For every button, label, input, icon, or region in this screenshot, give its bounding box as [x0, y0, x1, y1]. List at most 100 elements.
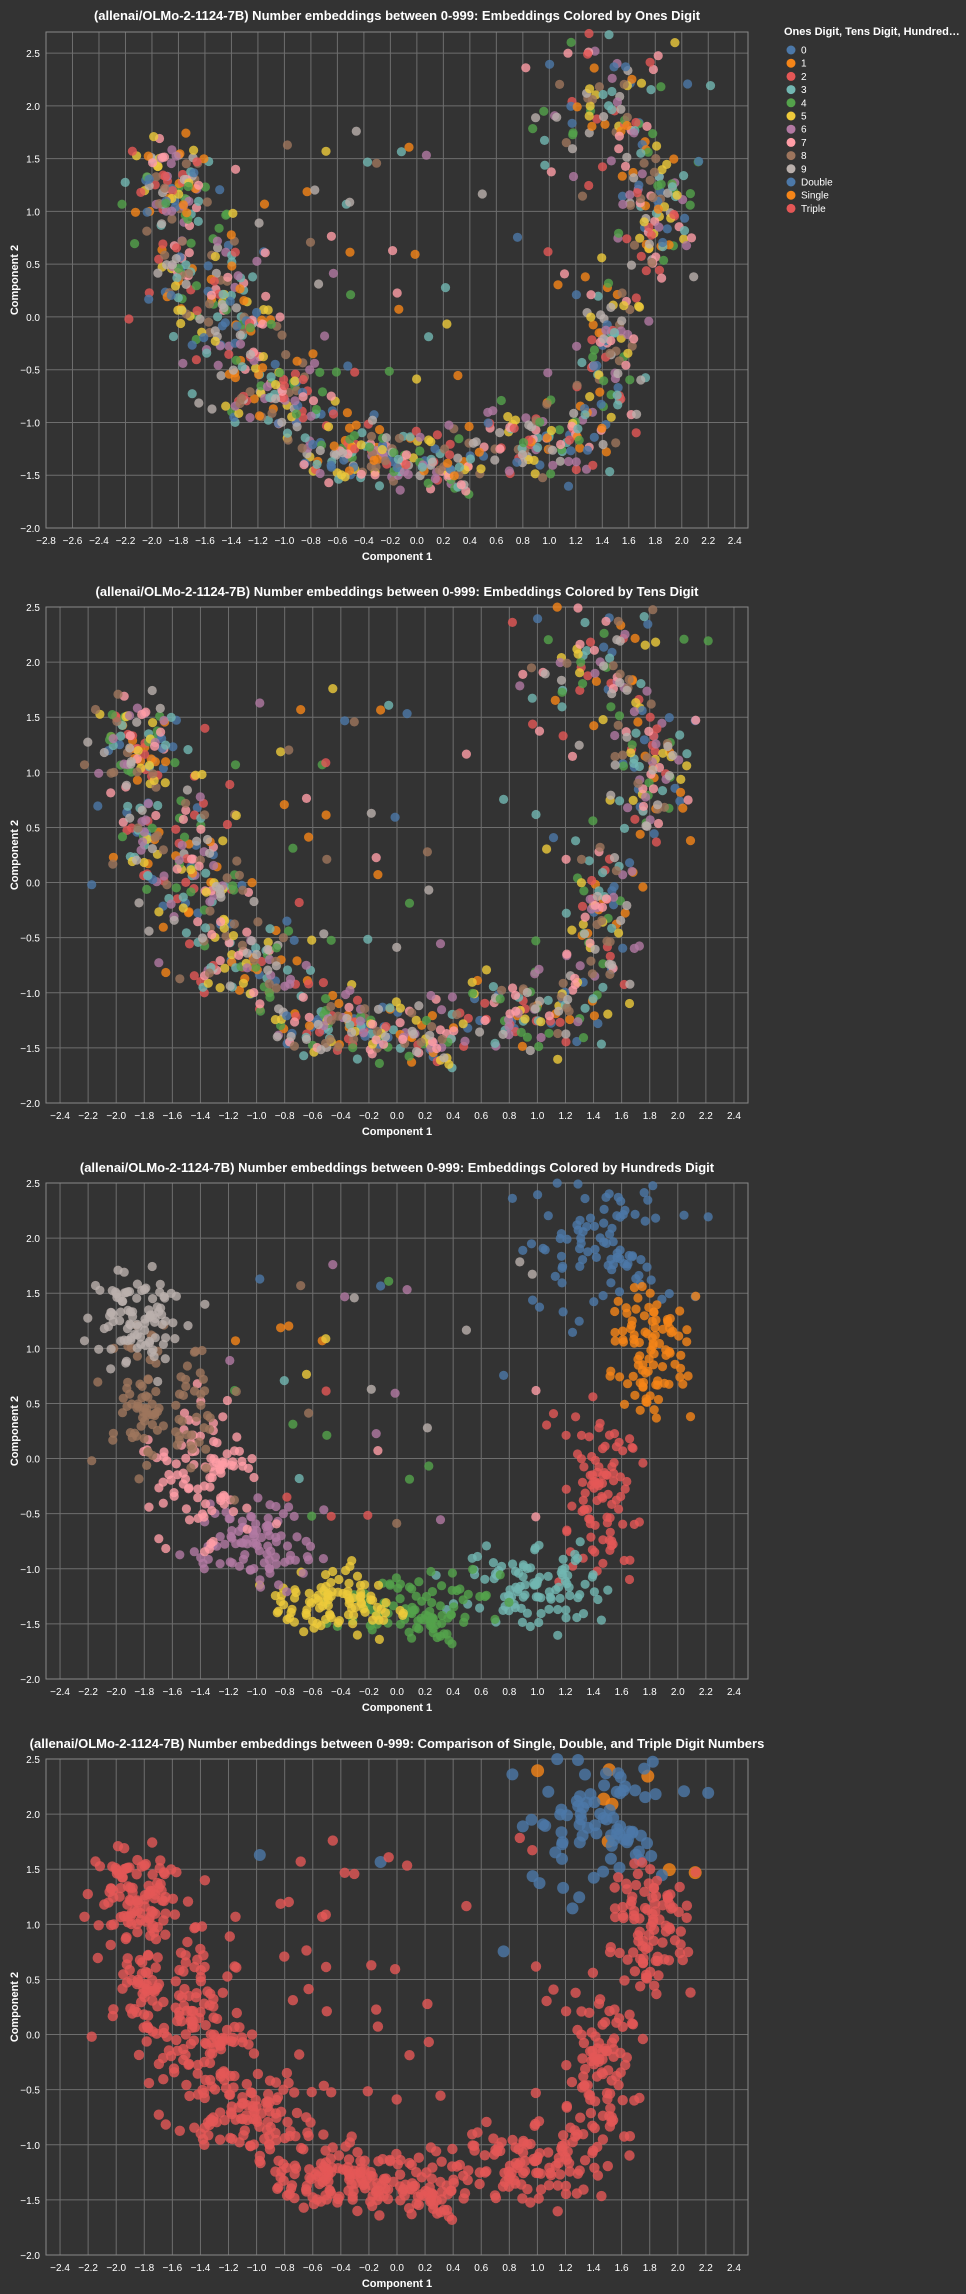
data-point	[404, 142, 414, 152]
data-point	[579, 2155, 591, 2166]
data-point	[249, 896, 259, 907]
data-point	[383, 1852, 394, 1863]
data-point	[611, 1442, 622, 1452]
data-point	[274, 1004, 284, 1014]
data-point	[555, 1017, 565, 1027]
data-point	[166, 1288, 176, 1298]
data-point	[178, 2054, 189, 2066]
data-point	[614, 356, 625, 366]
data-point	[657, 1362, 668, 1372]
data-point	[617, 2095, 628, 2106]
data-point	[317, 387, 328, 397]
data-point	[552, 1178, 562, 1188]
data-point	[225, 981, 235, 991]
data-point	[279, 1951, 290, 1962]
x-tick-label: −1.6	[162, 2263, 182, 2274]
data-point	[199, 154, 209, 164]
data-point	[562, 949, 572, 959]
data-point	[185, 2038, 197, 2050]
data-point	[585, 1514, 595, 1524]
data-point	[516, 1603, 526, 1613]
x-tick-label: 2.4	[727, 2263, 741, 2274]
data-point	[618, 1337, 629, 1347]
data-point	[374, 1058, 384, 1068]
data-point	[605, 2103, 616, 2114]
data-point	[366, 808, 376, 818]
data-point	[578, 1609, 589, 1619]
data-point	[352, 2147, 363, 2158]
data-point	[160, 1908, 171, 1919]
data-point	[575, 639, 585, 649]
data-point	[186, 2005, 197, 2017]
data-point	[177, 305, 187, 315]
data-point	[157, 219, 167, 229]
x-tick-label: 1.0	[530, 2263, 544, 2274]
data-point	[610, 1327, 620, 1338]
data-point	[79, 760, 90, 770]
data-point	[636, 78, 647, 88]
data-point	[664, 1347, 675, 1357]
data-point	[271, 2112, 282, 2123]
data-point	[576, 2029, 587, 2040]
data-point	[401, 1860, 413, 1871]
data-point	[570, 1987, 581, 1999]
data-point	[557, 687, 567, 697]
data-point	[195, 792, 205, 802]
data-point	[252, 2068, 264, 2080]
data-point	[600, 1767, 612, 1780]
data-point	[571, 290, 582, 300]
y-axis-label: Component 2	[9, 1396, 21, 1466]
data-point	[573, 1818, 586, 1831]
data-point	[161, 2031, 173, 2043]
data-point	[234, 870, 244, 880]
data-point	[621, 360, 631, 370]
data-point	[161, 757, 171, 767]
data-point	[282, 965, 293, 975]
data-point	[458, 2170, 469, 2181]
data-point	[586, 312, 596, 322]
data-point	[535, 2168, 546, 2179]
legend-swatch-triple	[786, 203, 796, 213]
x-tick-label: −2.0	[106, 2263, 126, 2274]
data-point	[558, 731, 568, 741]
data-point	[215, 2068, 226, 2079]
data-point	[475, 1603, 485, 1613]
data-point	[619, 79, 629, 89]
data-point	[435, 1515, 446, 1525]
data-point	[653, 51, 663, 61]
data-point	[147, 1261, 157, 1272]
data-point	[271, 1559, 281, 1569]
x-tick-label: −0.8	[275, 1687, 295, 1698]
data-point	[427, 1598, 437, 1608]
data-point	[461, 1900, 472, 1912]
data-point	[171, 151, 181, 161]
data-point	[304, 2172, 315, 2183]
data-point	[360, 1580, 370, 1590]
data-point	[585, 1213, 596, 1223]
data-point	[639, 217, 649, 227]
data-point	[395, 1579, 405, 1589]
data-point	[653, 818, 664, 829]
data-point	[205, 906, 215, 916]
data-point	[187, 340, 197, 350]
data-point	[590, 944, 600, 954]
chart-stack: (allenai/OLMo-2-1124-7B) Number embeddin…	[9, 8, 764, 2290]
data-point	[573, 1017, 583, 1027]
data-point	[197, 769, 207, 780]
data-point	[160, 778, 170, 788]
data-point	[632, 1930, 644, 1941]
data-point	[314, 279, 324, 289]
data-point	[565, 1014, 575, 1025]
data-point	[658, 1324, 668, 1334]
data-point	[611, 866, 622, 876]
data-point	[685, 200, 695, 210]
data-point	[607, 1811, 620, 1824]
data-point	[131, 1869, 142, 1880]
data-point	[587, 969, 598, 979]
data-point	[271, 380, 281, 390]
data-point	[298, 1568, 308, 1578]
data-point	[607, 105, 617, 115]
data-point	[566, 1902, 579, 1915]
data-point	[105, 1919, 117, 1931]
data-point	[614, 131, 625, 141]
